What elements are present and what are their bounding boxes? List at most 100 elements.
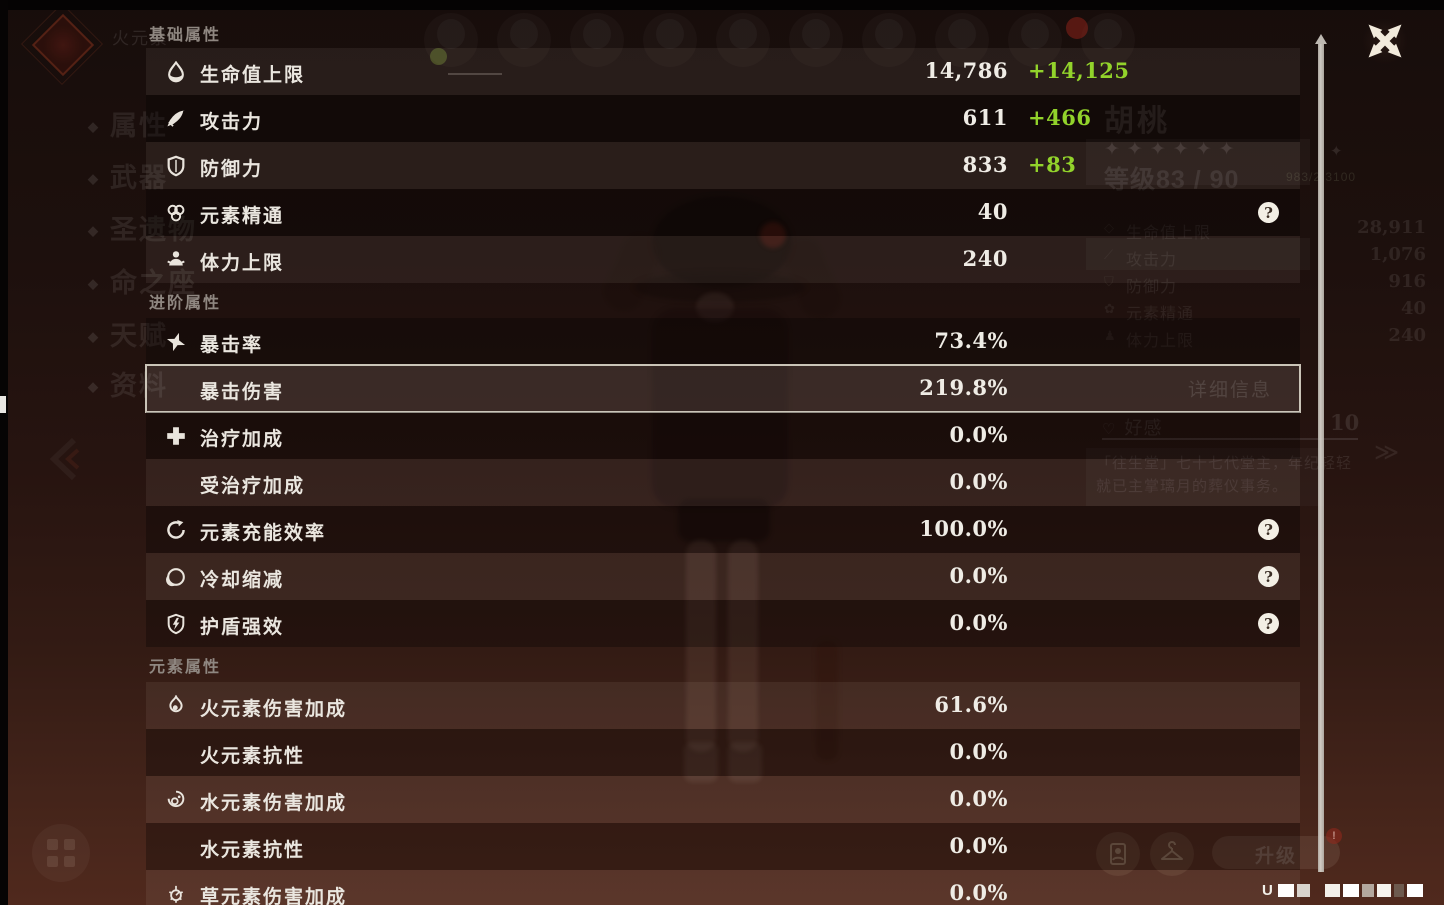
energy-recharge-icon <box>165 519 187 541</box>
notification-badge-icon <box>1066 17 1088 39</box>
sparkle-icon: ✦ <box>1330 143 1343 160</box>
character-card-button[interactable] <box>1096 832 1140 876</box>
section-header-elemental: 元素属性 <box>149 658 222 676</box>
cd-reduction-icon <box>165 566 187 588</box>
stat-label: 火元素伤害加成 <box>200 699 348 720</box>
character-face <box>696 292 734 322</box>
stat-value: 219.8% <box>919 375 1008 400</box>
help-icon[interactable]: ? <box>1258 519 1279 540</box>
character-name: 胡桃 <box>1104 105 1170 138</box>
stat-bonus: +83 <box>1028 152 1077 177</box>
sidebar-item-profile[interactable]: ◆ 资料 <box>88 371 168 401</box>
stat-row-incoming-healing[interactable]: 受治疗加成 0.0% <box>146 459 1300 506</box>
atk-icon <box>165 108 187 130</box>
stat-row-hydro-res[interactable]: 水元素抗性 0.0% <box>146 823 1300 870</box>
diamond-bullet-icon: ◆ <box>88 276 100 291</box>
help-icon[interactable]: ? <box>1258 566 1279 587</box>
stat-row-dendro-dmg-bonus[interactable]: 草元素伤害加成 0.0% <box>146 870 1300 905</box>
stat-value: 833 <box>962 152 1008 177</box>
stat-row-crit-rate[interactable]: 暴击率 73.4% <box>146 318 1300 365</box>
scrollbar-arrow-icon[interactable] <box>1315 34 1327 44</box>
stat-row-pyro-res[interactable]: 火元素抗性 0.0% <box>146 729 1300 776</box>
character-sock-right <box>728 742 762 782</box>
sidebar-item-constellation[interactable]: ◆ 命之座 <box>88 268 197 298</box>
bg-stat-row: ⟋ 攻击力 1,076 <box>1104 244 1426 269</box>
divider <box>1102 438 1358 440</box>
stat-value: 0.0% <box>949 563 1008 588</box>
section-header-advanced: 进阶属性 <box>149 294 222 312</box>
heart-icon: ♡ <box>1102 421 1117 438</box>
stat-value: 0.0% <box>949 739 1008 764</box>
detail-info-button[interactable]: 详细信息 <box>1188 380 1273 401</box>
party-menu-icon[interactable] <box>32 824 90 882</box>
next-page-chevron-icon[interactable]: ≫ <box>1374 439 1400 466</box>
stat-label: 元素精通 <box>200 206 285 227</box>
dendro-icon <box>165 883 187 905</box>
character-description-line: 就已主掌璃月的葬仪事务。 <box>1096 478 1289 495</box>
stat-row-atk[interactable]: 攻击力 611 +466 <box>146 95 1300 142</box>
character-description-line: 「往生堂」七十七代堂主，年纪轻轻 <box>1096 455 1353 472</box>
uid-censored: U <box>1262 882 1423 899</box>
pyro-emblem-icon <box>20 2 104 86</box>
stat-value: 0.0% <box>949 786 1008 811</box>
stat-value: 73.4% <box>934 328 1008 353</box>
hydro-icon <box>165 789 187 811</box>
stat-label: 暴击伤害 <box>200 382 285 403</box>
help-icon[interactable]: ? <box>1258 202 1279 223</box>
stat-row-shield-strength[interactable]: 护盾强效 0.0% ? <box>146 600 1300 647</box>
character-hat <box>652 196 792 288</box>
stamina-icon: ♟ <box>1104 328 1116 343</box>
hp-icon: ◇ <box>1104 220 1114 235</box>
diamond-bullet-icon: ◆ <box>88 119 100 134</box>
diamond-bullet-icon: ◆ <box>88 171 100 186</box>
stat-row-stamina[interactable]: 体力上限 240 <box>146 236 1300 283</box>
stat-label: 生命值上限 <box>200 65 306 86</box>
stat-row-max-hp[interactable]: 生命值上限 14,786 +14,125 <box>146 48 1300 95</box>
help-icon[interactable]: ? <box>1258 613 1279 634</box>
stat-label: 攻击力 <box>200 112 264 133</box>
stat-value: 14,786 <box>924 58 1008 83</box>
character-sock-left <box>684 742 718 782</box>
stat-row-elemental-mastery[interactable]: 元素精通 40 ? <box>146 189 1300 236</box>
sidebar-item-weapon[interactable]: ◆ 武器 <box>88 163 168 193</box>
stat-row-crit-dmg[interactable]: 暴击伤害 219.8% <box>145 364 1301 413</box>
diamond-bullet-icon: ◆ <box>88 329 100 344</box>
section-header-base: 基础属性 <box>149 27 222 44</box>
crit-rate-icon <box>165 331 187 353</box>
stat-row-cd-reduction[interactable]: 冷却缩减 0.0% ? <box>146 553 1300 600</box>
stat-row-pyro-dmg-bonus[interactable]: 火元素伤害加成 61.6% <box>146 682 1300 729</box>
stat-value: 0.0% <box>949 610 1008 635</box>
diamond-bullet-icon: ◆ <box>88 223 100 238</box>
pyro-icon <box>165 694 187 717</box>
sidebar-item-attributes[interactable]: ◆ 属性 <box>88 111 168 141</box>
stat-label: 受治疗加成 <box>200 476 306 497</box>
sidebar-item-talents[interactable]: ◆ 天赋 <box>88 321 168 351</box>
sidebar-item-artifacts[interactable]: ◆ 圣遗物 <box>88 215 197 245</box>
costume-button[interactable] <box>1150 832 1194 876</box>
stat-value: 40 <box>977 199 1008 224</box>
stat-label: 护盾强效 <box>200 617 285 638</box>
stat-label: 体力上限 <box>200 253 285 274</box>
stat-row-energy-recharge[interactable]: 元素充能效率 100.0% ? <box>146 506 1300 553</box>
character-level: 等级83 / 90 <box>1104 166 1240 194</box>
stat-row-healing-bonus[interactable]: 治疗加成 0.0% <box>146 412 1300 459</box>
stat-row-hydro-dmg-bonus[interactable]: 水元素伤害加成 0.0% <box>146 776 1300 823</box>
stat-label: 冷却缩减 <box>200 570 285 591</box>
close-icon <box>1368 24 1402 58</box>
diamond-bullet-icon: ◆ <box>88 379 100 394</box>
close-button[interactable] <box>1362 18 1408 64</box>
friendship-label: ♡ 好感 <box>1102 418 1163 438</box>
edge-artifact <box>0 396 6 413</box>
element-label: 火元素 <box>112 29 169 48</box>
stat-value: 0.0% <box>949 833 1008 858</box>
stat-value: 240 <box>962 246 1008 271</box>
hanger-icon <box>1161 841 1183 860</box>
previous-character-arrow-icon[interactable] <box>44 436 84 482</box>
character-shorts <box>678 498 770 542</box>
stat-label: 火元素抗性 <box>200 746 306 767</box>
stat-value: 0.0% <box>949 469 1008 494</box>
stat-row-def[interactable]: 防御力 833 +83 <box>146 142 1300 189</box>
scrollbar[interactable] <box>1318 44 1324 872</box>
